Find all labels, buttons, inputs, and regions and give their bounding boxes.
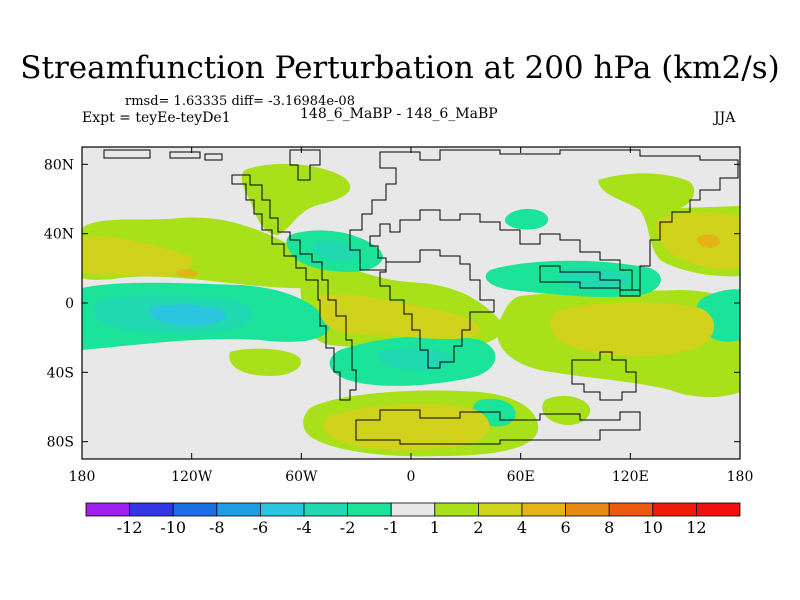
colorbar-label: 8 xyxy=(604,518,614,537)
x-tick-label: 180 xyxy=(69,469,96,485)
colorbar-swatch xyxy=(216,502,261,517)
colorbar-label: 4 xyxy=(517,518,527,537)
colorbar-swatch xyxy=(652,502,697,517)
contour-region-south-east xyxy=(542,395,591,426)
contour-region-atlantic-core-low xyxy=(378,348,453,371)
colorbar-label: -12 xyxy=(117,518,143,537)
coastline-greenland xyxy=(289,149,321,181)
colorbar-label: -2 xyxy=(340,518,356,537)
colorbar-swatch xyxy=(259,502,305,517)
colorbar-swatch xyxy=(129,502,174,517)
colorbar-swatch xyxy=(434,502,479,517)
contour-region-pacific-deep-low xyxy=(149,304,226,326)
colorbar-label: -6 xyxy=(253,518,269,537)
season-label: JJA xyxy=(714,110,736,126)
colorbar-swatch xyxy=(390,502,436,517)
colorbar-swatch xyxy=(521,502,566,517)
contour-region-west-pacific-core xyxy=(82,236,193,277)
colorbar-label: 12 xyxy=(686,518,706,537)
axes: 180 120W 60W 0 60E 120E 180 80N 40N 0 40S 80S xyxy=(44,147,753,485)
case-label: 148_6_MaBP - 148_6_MaBP xyxy=(300,106,498,122)
colorbar-swatch xyxy=(477,502,523,517)
x-tick-label: 60W xyxy=(285,469,318,485)
colorbar-label: 2 xyxy=(473,518,483,537)
contour-region-south-atlantic-core xyxy=(323,403,490,450)
y-tick-label: 80N xyxy=(44,157,74,173)
contour-region-asia-core-low xyxy=(558,267,631,290)
coastlines xyxy=(103,149,739,445)
y-tick-label: 40N xyxy=(44,227,74,243)
experiment-label: Expt = teyEe-teyDe1 xyxy=(82,110,231,126)
y-tick-label: 40S xyxy=(47,365,74,381)
coastline-southeast-asia xyxy=(539,265,641,297)
x-tick-label: 120W xyxy=(171,469,213,485)
coastline-eurasia xyxy=(349,149,739,291)
colorbar-label: 1 xyxy=(430,518,440,537)
colorbar-swatch xyxy=(696,502,741,517)
y-tick-label: 80S xyxy=(47,435,74,451)
contour-region-south-west xyxy=(229,348,301,376)
x-tick-label: 60E xyxy=(507,469,535,485)
coastline-africa xyxy=(379,249,495,369)
colorbar-swatch xyxy=(565,502,610,517)
x-tick-label: 120E xyxy=(612,469,649,485)
stats-label: rmsd= 1.63335 diff= -3.16984e-08 xyxy=(125,94,355,109)
contour-region-indian-ocean-core xyxy=(550,302,715,357)
coastline-antarctica xyxy=(355,409,641,445)
contour-region-north-atlantic xyxy=(241,163,351,235)
colorbar-swatch xyxy=(347,502,392,517)
coastline-australia xyxy=(571,351,637,401)
colorbar-swatch xyxy=(172,502,218,517)
contour-region-tropical-atlantic-core xyxy=(317,294,480,340)
colorbar-swatch xyxy=(85,502,130,517)
colorbar-label: -10 xyxy=(160,518,186,537)
contour-region-north-pacific-max xyxy=(697,234,720,249)
colorbar-label: -1 xyxy=(383,518,399,537)
chart-title: Streamfunction Perturbation at 200 hPa (… xyxy=(20,50,780,86)
y-tick-label: 0 xyxy=(65,296,74,312)
colorbar: -12 -10 -8 -6 -4 -2 -1 1 2 4 6 8 10 12 xyxy=(85,502,741,537)
colorbar-label: -4 xyxy=(296,518,312,537)
colorbar-label: 10 xyxy=(643,518,663,537)
colorbar-swatch xyxy=(303,502,348,517)
colorbar-label: -8 xyxy=(209,518,225,537)
contour-region-east-pacific-max xyxy=(176,269,198,278)
colorbar-label: 6 xyxy=(561,518,571,537)
contour-region-north-low-small xyxy=(504,208,549,230)
contour-region-north-atlantic-core-low xyxy=(312,240,357,262)
x-tick-label: 0 xyxy=(407,469,416,485)
coastline-america xyxy=(103,149,357,401)
x-tick-label: 180 xyxy=(727,469,754,485)
colorbar-swatch xyxy=(608,502,654,517)
